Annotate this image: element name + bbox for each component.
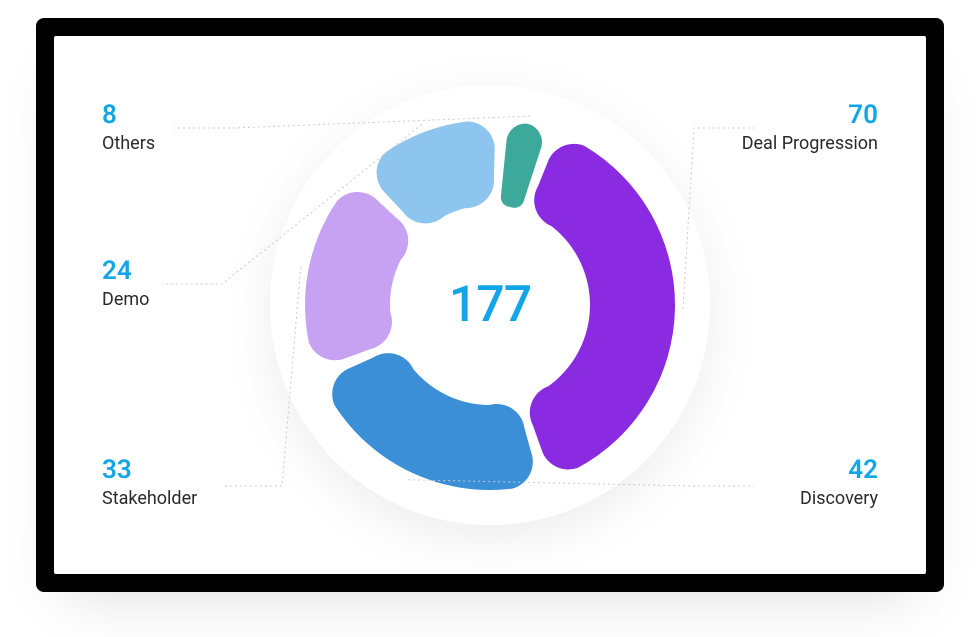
value-demo: 24: [102, 256, 149, 287]
label-demo: 24 Demo: [102, 256, 149, 311]
label-others: 8 Others: [102, 100, 155, 155]
chart-frame: 177 70 Deal Progression 42 Discovery 33 …: [36, 18, 944, 592]
name-stakeholder: Stakeholder: [102, 488, 197, 510]
name-discovery: Discovery: [800, 488, 878, 510]
value-others: 8: [102, 100, 155, 131]
value-stakeholder: 33: [102, 455, 197, 486]
label-discovery: 42 Discovery: [800, 455, 878, 510]
label-stakeholder: 33 Stakeholder: [102, 455, 197, 510]
name-demo: Demo: [102, 289, 149, 311]
name-others: Others: [102, 133, 155, 155]
value-discovery: 42: [800, 455, 878, 486]
name-deal-progression: Deal Progression: [742, 133, 878, 155]
value-deal-progression: 70: [742, 100, 878, 131]
chart-panel: 177 70 Deal Progression 42 Discovery 33 …: [54, 36, 926, 574]
donut-total: 177: [449, 276, 531, 334]
label-deal-progression: 70 Deal Progression: [742, 100, 878, 155]
